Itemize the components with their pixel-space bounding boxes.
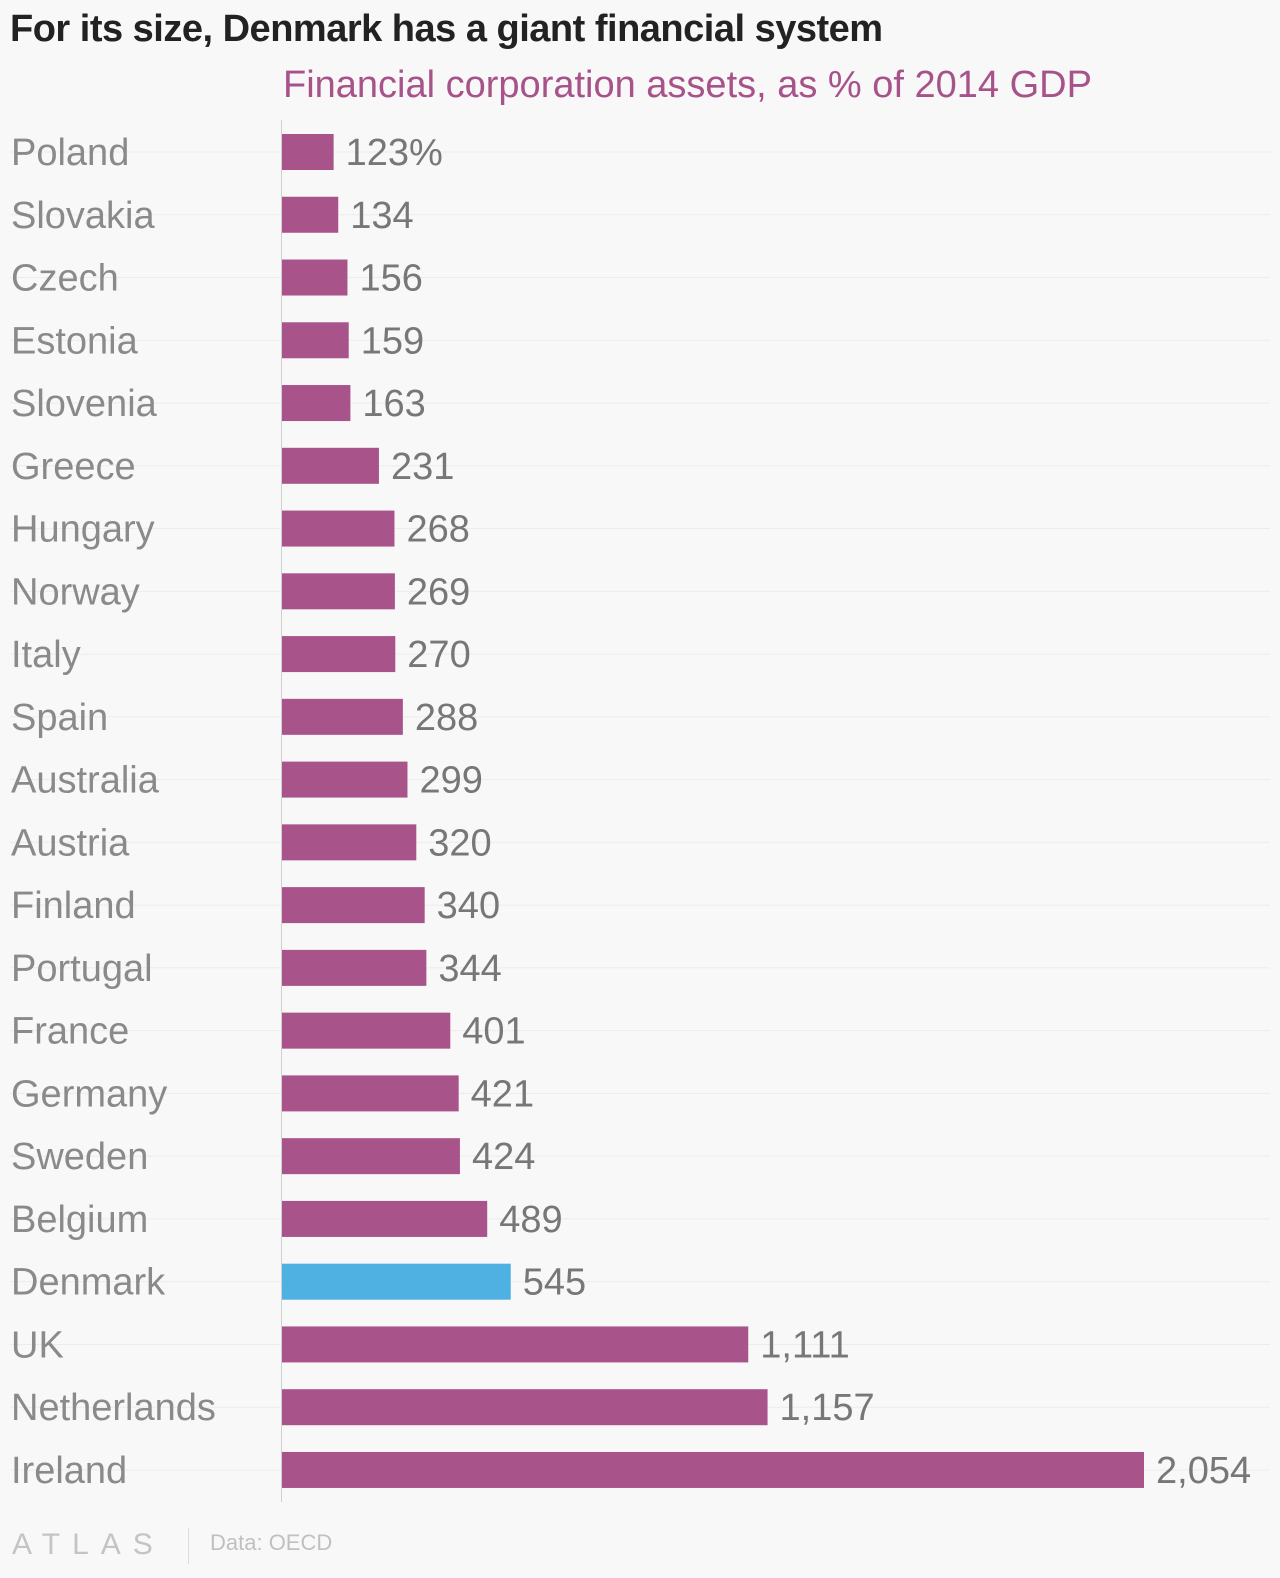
category-label: Greece — [11, 446, 136, 488]
bar — [282, 1326, 749, 1363]
value-label: 156 — [359, 258, 422, 300]
category-label: Denmark — [11, 1262, 166, 1304]
value-label: 299 — [419, 760, 482, 802]
category-label: Australia — [11, 760, 160, 802]
value-label: 344 — [438, 948, 501, 990]
category-label: Slovenia — [11, 383, 158, 425]
value-label: 421 — [471, 1073, 534, 1115]
category-label: Spain — [11, 697, 108, 739]
bar — [282, 949, 427, 986]
value-label: 489 — [499, 1199, 562, 1241]
chart-title: For its size, Denmark has a giant financ… — [10, 8, 883, 50]
footer-divider — [188, 1528, 189, 1564]
bar-chart: Poland 123% Slovakia 134 Czech 156 Estonia 159 S… — [10, 120, 1270, 1502]
value-label: 163 — [362, 383, 425, 425]
value-label: 340 — [437, 885, 500, 927]
value-label: 231 — [391, 446, 454, 488]
value-label: 159 — [361, 320, 424, 362]
category-label: Belgium — [11, 1199, 148, 1241]
bar — [282, 761, 408, 798]
category-label: Austria — [11, 822, 130, 864]
value-label: 1,157 — [780, 1387, 875, 1429]
value-label: 270 — [407, 634, 470, 676]
category-label: Norway — [11, 571, 140, 613]
bar — [282, 322, 349, 359]
value-label: 268 — [406, 509, 469, 551]
bar — [282, 824, 417, 861]
bar — [282, 510, 395, 547]
value-label: 545 — [523, 1262, 586, 1304]
bar — [282, 573, 395, 610]
category-label: Estonia — [11, 320, 139, 362]
bar — [282, 698, 403, 735]
value-label: 288 — [415, 697, 478, 739]
bar — [282, 1451, 1144, 1488]
category-label: Czech — [11, 258, 119, 300]
category-label: Hungary — [11, 509, 155, 551]
category-label: Germany — [11, 1073, 167, 1115]
bar — [282, 887, 425, 924]
footer: ATLAS Data: OECD — [0, 1522, 1280, 1578]
source-note: Data: OECD — [210, 1530, 333, 1555]
atlas-logo[interactable]: ATLAS — [12, 1528, 165, 1561]
bar — [282, 447, 379, 484]
bar — [282, 636, 396, 673]
bar — [282, 1389, 768, 1426]
value-label: 401 — [462, 1011, 525, 1053]
value-label: 2,054 — [1156, 1450, 1251, 1492]
bar — [282, 1138, 460, 1175]
bar — [282, 1200, 488, 1237]
category-label: Slovakia — [11, 195, 155, 237]
category-label: Ireland — [11, 1450, 127, 1492]
value-label: 424 — [472, 1136, 535, 1178]
category-label: UK — [11, 1324, 64, 1366]
bar — [282, 259, 348, 296]
bar — [282, 134, 334, 170]
value-label: 1,111 — [760, 1324, 849, 1366]
category-label: France — [11, 1011, 129, 1053]
value-label: 269 — [407, 571, 470, 613]
category-label: Portugal — [11, 948, 153, 990]
category-label: Italy — [11, 634, 81, 676]
value-label: 320 — [428, 822, 491, 864]
value-label: 134 — [350, 195, 413, 237]
value-label: 123% — [346, 132, 443, 174]
bar — [282, 1012, 451, 1049]
bar — [282, 196, 339, 233]
bar — [282, 1075, 459, 1112]
category-label: Poland — [11, 132, 129, 174]
bar — [282, 1263, 511, 1300]
category-label: Netherlands — [11, 1387, 216, 1429]
category-label: Sweden — [11, 1136, 148, 1178]
bar — [282, 385, 351, 422]
chart-subtitle: Financial corporation assets, as % of 20… — [283, 64, 1092, 106]
category-label: Finland — [11, 885, 136, 927]
